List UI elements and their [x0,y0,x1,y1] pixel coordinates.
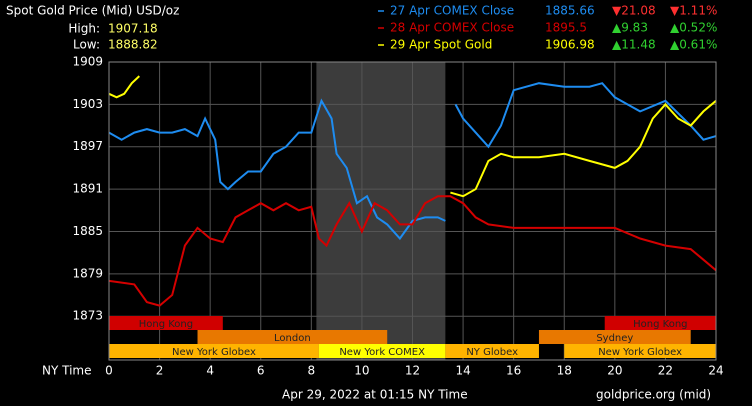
series-line [108,75,717,198]
y-tick-label: 1903 [72,97,103,111]
x-tick-label: 24 [708,364,723,378]
x-tick-label: 12 [405,364,420,378]
session-label: New York COMEX [339,347,425,358]
x-tick-label: 4 [206,364,214,378]
legend-change-pct: ▲0.61% [670,38,717,52]
x-tick-label: 2 [156,364,164,378]
y-tick-label: 1885 [72,224,103,238]
x-tick-label: 8 [308,364,316,378]
legend-change-pct: ▲0.52% [670,21,717,35]
session-bar [109,316,223,330]
x-axis-label: NY Time [42,364,92,378]
chart-title: Spot Gold Price (Mid) USD/oz [6,4,179,18]
y-tick-label: 1873 [72,309,103,323]
session-bar [197,330,388,344]
legend-close: 1906.98 [545,38,595,52]
session-label: New York Globex [598,347,682,358]
high-value: 1907.18 [108,22,158,36]
session-bar [604,316,716,330]
legend-change: ▼21.08 [612,4,656,18]
footer-date: Apr 29, 2022 at 01:15 NY Time [282,388,468,402]
session-label: Hong Kong [139,319,193,330]
legend-close: 1895.5 [545,21,587,35]
x-tick-label: 16 [506,364,521,378]
series-line [108,82,717,241]
legend-name: 27 Apr COMEX Close [390,4,514,18]
x-tick-label: 14 [455,364,470,378]
session-bar [318,344,446,358]
shaded-region [316,62,446,360]
x-tick-label: 20 [607,364,622,378]
footer-source: goldprice.org (mid) [596,388,711,402]
high-label: High: [68,22,100,36]
y-tick-label: 1909 [72,55,103,69]
session-bar [564,344,716,358]
legend-name: 28 Apr COMEX Close [390,21,514,35]
y-tick-label: 1879 [72,266,103,280]
session-bar [109,344,319,358]
x-tick-label: 18 [557,364,572,378]
low-label: Low: [73,38,100,52]
session-label: Hong Kong [633,319,687,330]
legend-close: 1885.66 [545,4,595,18]
y-tick-label: 1897 [72,139,103,153]
legend-change: ▲11.48 [612,38,656,52]
legend-change: ▲9.83 [612,21,648,35]
session-label: NY Globex [466,347,518,358]
x-tick-label: 10 [354,364,369,378]
session-bar [445,344,539,358]
x-tick-label: 0 [105,364,113,378]
x-tick-label: 6 [257,364,265,378]
plot-frame [108,61,717,361]
legend-name: 29 Apr Spot Gold [390,38,492,52]
y-tick-label: 1891 [72,182,103,196]
legend-change-pct: ▼1.11% [670,4,717,18]
session-label: Sydney [596,333,633,344]
series-line [108,195,717,307]
session-bar [538,330,691,344]
session-label: New York Globex [172,347,256,358]
x-tick-label: 22 [658,364,673,378]
low-value: 1888.82 [108,38,158,52]
session-label: London [274,333,311,344]
